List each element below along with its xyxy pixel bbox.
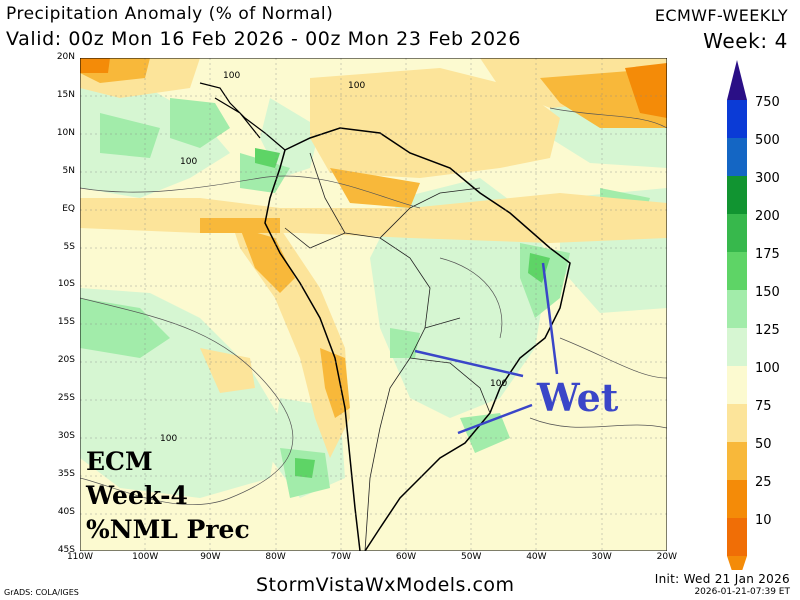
week-label: Week: 4	[703, 29, 788, 53]
legend-swatch	[727, 252, 747, 290]
legend-swatch	[727, 290, 747, 328]
timestamp: 2026-01-21-07:39 ET	[694, 587, 790, 597]
contour-label: 100	[348, 81, 365, 91]
legend-top-arrow	[727, 60, 747, 100]
contour-label: 100	[180, 157, 197, 167]
central-america-coastline	[199, 82, 286, 151]
lon-label: 90W	[200, 552, 221, 562]
lat-label: 30S	[57, 431, 75, 441]
legend-label: 75	[755, 399, 772, 414]
lon-label: 20W	[656, 552, 677, 562]
wet-label: Wet	[537, 375, 619, 420]
model-name: ECMWF-WEEKLY	[654, 6, 788, 25]
wet-arrows	[414, 262, 559, 435]
legend-label: 300	[755, 171, 780, 186]
legend-label: 500	[755, 133, 780, 148]
legend-label: 100	[755, 361, 780, 376]
lat-label: 25S	[57, 393, 75, 404]
lon-label: 100W	[132, 552, 159, 562]
country-borders	[284, 152, 491, 551]
wet-arrow	[457, 403, 533, 435]
lon-label: 40W	[526, 552, 547, 562]
contour-label: 100	[223, 71, 240, 81]
lon-label: 80W	[265, 552, 286, 562]
site-name: StormVistaWxModels.com	[256, 574, 515, 596]
lon-label: 110W	[66, 552, 94, 562]
lat-label: 20S	[57, 355, 75, 366]
lat-lon-grid	[80, 58, 667, 551]
anomaly-dry-dark-spots	[80, 58, 667, 118]
lon-label: 70W	[330, 552, 351, 562]
lat-label: 40S	[57, 506, 75, 517]
legend-label: 175	[755, 247, 780, 262]
valid-period: Valid: 00z Mon 16 Feb 2026 - 00z Mon 23 …	[6, 28, 522, 50]
legend-label: 50	[755, 437, 772, 452]
contour-label: 100	[160, 434, 177, 444]
legend-swatch	[727, 100, 747, 138]
annotation-line: Week-4	[86, 481, 188, 510]
lat-label: 20N	[56, 52, 75, 62]
annotation-line: ECM	[86, 447, 153, 476]
color-legend: 750 500 300 200 175 150 125 100 75 50 25 10	[727, 60, 780, 570]
legend-label: 750	[755, 95, 780, 110]
precip-anomaly-map: 100 100 100 100 100	[80, 58, 667, 551]
init-time: Init: Wed 21 Jan 2026	[654, 572, 790, 586]
lat-label: 45S	[57, 544, 75, 555]
lat-label: EQ	[62, 203, 75, 214]
anomaly-green-spots	[255, 148, 550, 478]
legend-swatch	[727, 518, 747, 556]
lat-label: 15N	[56, 89, 75, 100]
legend-swatch	[727, 176, 747, 214]
legend-label: 150	[755, 285, 780, 300]
lat-label: 5N	[62, 165, 75, 176]
south-america-coastline	[264, 127, 571, 551]
legend-label: 10	[755, 513, 772, 528]
legend-swatch	[727, 366, 747, 404]
legend-swatch	[727, 138, 747, 176]
lat-label: 5S	[63, 241, 75, 252]
legend-swatch	[727, 214, 747, 252]
wet-arrow	[414, 349, 524, 378]
map-title: Precipitation Anomaly (% of Normal)	[6, 4, 334, 24]
legend-label: 125	[755, 323, 780, 338]
lon-label: 30W	[591, 552, 612, 562]
contour-lines	[80, 107, 667, 506]
contour-label: 100	[490, 379, 507, 389]
grads-credit: GrADS: COLA/IGES	[4, 588, 79, 597]
lat-label: 10N	[56, 127, 75, 138]
annotation-line: %NML Prec	[86, 515, 250, 544]
lat-label: 35S	[57, 468, 75, 479]
legend-bottom-arrow	[727, 556, 747, 570]
legend-swatch	[727, 328, 747, 366]
lat-label: 15S	[57, 317, 75, 328]
lon-label: 50W	[461, 552, 482, 562]
legend-label: 200	[755, 209, 780, 224]
legend-label: 25	[755, 475, 772, 490]
lon-label: 60W	[395, 552, 417, 562]
lat-label: 10S	[57, 279, 75, 290]
legend-swatch	[727, 480, 747, 518]
legend-swatch	[727, 442, 747, 480]
wet-arrow	[541, 262, 559, 375]
legend-swatch	[727, 404, 747, 442]
